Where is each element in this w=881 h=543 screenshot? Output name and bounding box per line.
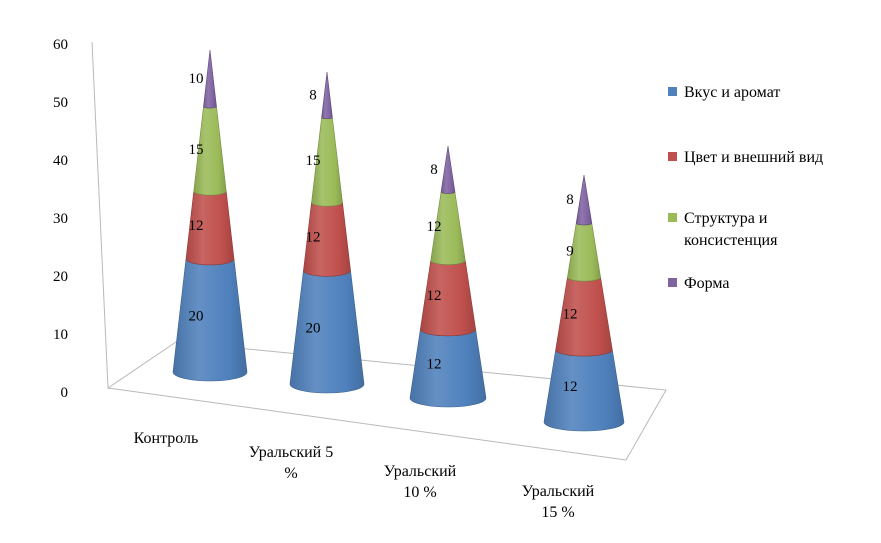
data-label: 12: [427, 357, 442, 373]
legend-swatch: [668, 213, 677, 222]
legend-item: Форма: [668, 275, 730, 292]
data-label: 10: [189, 71, 204, 87]
cone-segment: [203, 49, 217, 109]
legend: Вкус и аромат Цвет и внешний вид Структура…: [668, 84, 823, 292]
data-label: 8: [566, 192, 574, 208]
data-label: 12: [189, 218, 204, 234]
y-tick-label: 10: [53, 327, 68, 343]
data-label: 15: [189, 142, 204, 158]
data-label: 20: [306, 320, 321, 336]
cone-segment: [543, 349, 625, 432]
x-category-label: Контроль: [134, 430, 199, 447]
x-axis-labels: Контроль Уральский 5% Уральский 10 % Уральск…: [134, 430, 595, 521]
y-tick-label: 40: [53, 153, 68, 169]
y-tick-label: 50: [53, 95, 68, 111]
cone-segment: [440, 145, 456, 194]
y-axis: 0 10 20 30 40 50 60: [53, 37, 68, 401]
cone-3: 12 12 12 8: [409, 145, 487, 408]
legend-swatch: [668, 278, 677, 287]
cone-1: 20 12 15 10: [172, 49, 248, 382]
legend-item: Структура и консистенция: [668, 210, 778, 249]
legend-label: Цвет и внешний вид: [684, 149, 823, 166]
data-label: 12: [306, 230, 321, 246]
data-label: 9: [566, 243, 574, 259]
cones-group: 20 12 15 10 20 12 15 8 12 12 12 8 12 12 9 8: [172, 49, 625, 432]
legend-item: Цвет и внешний вид: [668, 149, 823, 166]
x-category-label: Уральский 5%: [249, 444, 333, 482]
data-label: 12: [427, 219, 442, 235]
cone-segment: [321, 71, 333, 119]
data-label: 12: [427, 288, 442, 304]
y-tick-label: 0: [61, 385, 69, 401]
legend-swatch: [668, 87, 677, 96]
legend-label: Вкус и аромат: [684, 84, 780, 101]
cone-segment: [409, 329, 487, 408]
floor-plane: [106, 341, 667, 461]
data-label: 20: [189, 309, 204, 325]
legend-swatch: [668, 152, 677, 161]
cone-2: 20 12 15 8: [289, 71, 365, 394]
y-tick-label: 20: [53, 269, 68, 285]
y-tick-label: 30: [53, 211, 68, 227]
legend-item: Вкус и аромат: [668, 84, 780, 101]
cone-segment: [575, 174, 593, 226]
y-tick-label: 60: [53, 37, 68, 53]
data-label: 12: [563, 379, 578, 395]
data-label: 8: [430, 162, 438, 178]
cone-segment: [289, 270, 365, 394]
data-label: 8: [309, 88, 317, 104]
back-wall-left-edge: [91, 41, 109, 389]
cone-4: 12 12 9 8: [543, 174, 625, 432]
legend-label: Форма: [684, 275, 730, 292]
x-category-label: Уральский 10 %: [384, 463, 457, 501]
chart-frame: [91, 41, 667, 461]
data-label: 15: [306, 153, 321, 169]
cone-segment: [172, 258, 248, 382]
data-label: 12: [563, 307, 578, 323]
legend-label: Структура и консистенция: [684, 210, 778, 249]
x-category-label: Уральский 15 %: [522, 483, 595, 521]
